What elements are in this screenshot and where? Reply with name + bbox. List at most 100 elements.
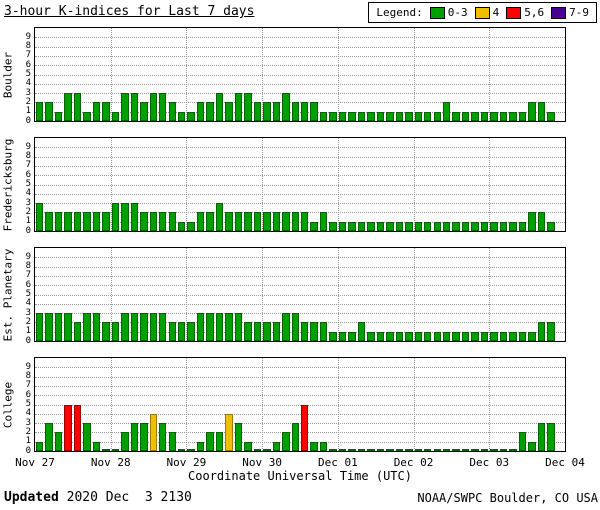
k-bar — [367, 331, 375, 341]
k-bar — [386, 449, 394, 451]
y-tick-label: 7 — [25, 160, 31, 171]
k-bar — [395, 221, 404, 231]
k-bar — [130, 423, 139, 451]
y-tick-label: 5 — [25, 69, 31, 79]
k-bar — [490, 331, 498, 341]
k-bar — [329, 111, 337, 121]
x-tick-label: Dec 01 — [317, 456, 358, 469]
k-bar — [414, 449, 423, 451]
k-bar — [140, 313, 148, 341]
k-bar — [234, 423, 243, 451]
k-bar — [376, 111, 385, 121]
y-tick-label: 6 — [25, 169, 31, 180]
legend-item-purple: 7-9 — [551, 6, 589, 19]
k-bar — [357, 221, 366, 231]
k-bar — [310, 221, 318, 231]
k-bar — [121, 432, 129, 451]
grid-line-vertical — [337, 138, 339, 231]
k-bar — [471, 111, 479, 121]
k-bar — [414, 331, 423, 341]
k-bar — [395, 111, 404, 121]
k-bar — [547, 423, 555, 451]
legend-swatch-yellow — [474, 6, 490, 19]
k-bar — [301, 212, 309, 231]
grid-line-horizontal — [35, 193, 565, 195]
k-bar — [528, 102, 536, 121]
k-bar — [263, 449, 271, 451]
k-bar — [45, 313, 53, 341]
station-label: Est. Planetary — [1, 248, 14, 341]
k-bar — [461, 111, 470, 121]
grid-line-horizontal — [35, 285, 565, 287]
k-bar — [215, 432, 224, 451]
k-bar — [452, 221, 460, 231]
y-tick-label: 4 — [25, 298, 31, 309]
y-tick-label: 4 — [25, 78, 31, 89]
k-bar — [206, 212, 214, 231]
grid-line-horizontal — [35, 212, 565, 214]
k-bar — [92, 102, 101, 121]
grid-line-horizontal — [35, 184, 565, 186]
grid-line-horizontal — [35, 266, 565, 268]
k-bar — [272, 441, 281, 451]
k-bar — [130, 203, 139, 231]
k-bar — [149, 413, 158, 451]
grid-line-horizontal — [35, 55, 565, 57]
x-axis-title: Coordinate Universal Time (UTC) — [188, 469, 412, 483]
k-bar — [168, 212, 176, 231]
k-bar — [54, 432, 63, 451]
y-tick-label: 3 — [25, 197, 31, 208]
k-bar — [442, 449, 451, 451]
k-bar — [518, 331, 527, 341]
k-bar — [471, 449, 479, 451]
k-bar — [121, 313, 129, 341]
k-bar — [92, 313, 101, 341]
k-bar — [177, 111, 186, 121]
k-bar — [36, 203, 44, 231]
grid-line-vertical — [110, 248, 112, 341]
k-bar — [272, 212, 281, 231]
station-label: Fredericksburg — [1, 138, 14, 231]
k-bar — [348, 221, 356, 231]
k-bar — [54, 111, 63, 121]
k-bar — [348, 331, 356, 341]
k-bar — [244, 441, 252, 451]
k-bar — [196, 102, 205, 121]
k-bar — [490, 221, 498, 231]
grid-line-horizontal — [35, 221, 565, 223]
grid-line-vertical — [413, 358, 415, 451]
x-tick-label: Nov 29 — [166, 456, 207, 469]
k-bar — [64, 404, 72, 451]
y-tick-label: 4 — [25, 188, 31, 199]
x-tick-label: Dec 03 — [469, 456, 510, 469]
k-bar — [206, 102, 214, 121]
k-bar — [234, 212, 243, 231]
k-bar — [528, 441, 536, 451]
y-tick-label: 9 — [25, 141, 31, 152]
k-bar — [405, 111, 413, 121]
k-bar — [301, 404, 309, 451]
x-tick-label: Dec 02 — [393, 456, 434, 469]
k-bar — [433, 331, 441, 341]
k-bar — [386, 111, 394, 121]
k-bar — [234, 313, 243, 341]
k-bar — [357, 449, 366, 451]
k-bar — [509, 449, 517, 451]
y-tick-label: 5 — [25, 179, 31, 189]
k-bar — [357, 322, 366, 341]
grid-line-vertical — [186, 28, 188, 121]
grid-line-horizontal — [35, 83, 565, 85]
k-bar — [73, 93, 82, 121]
k-bar — [159, 313, 167, 341]
y-tick-label: 8 — [25, 41, 31, 52]
k-bar — [480, 331, 489, 341]
grid-line-horizontal — [35, 385, 565, 387]
k-bar — [168, 322, 176, 341]
x-tick-label: Dec 04 — [545, 456, 585, 469]
k-bar — [282, 313, 290, 341]
k-bar — [461, 221, 470, 231]
y-tick-label: 5 — [25, 289, 31, 299]
k-index-panel-boulder — [34, 27, 566, 122]
grid-line-vertical — [413, 248, 415, 341]
k-bar — [177, 322, 186, 341]
